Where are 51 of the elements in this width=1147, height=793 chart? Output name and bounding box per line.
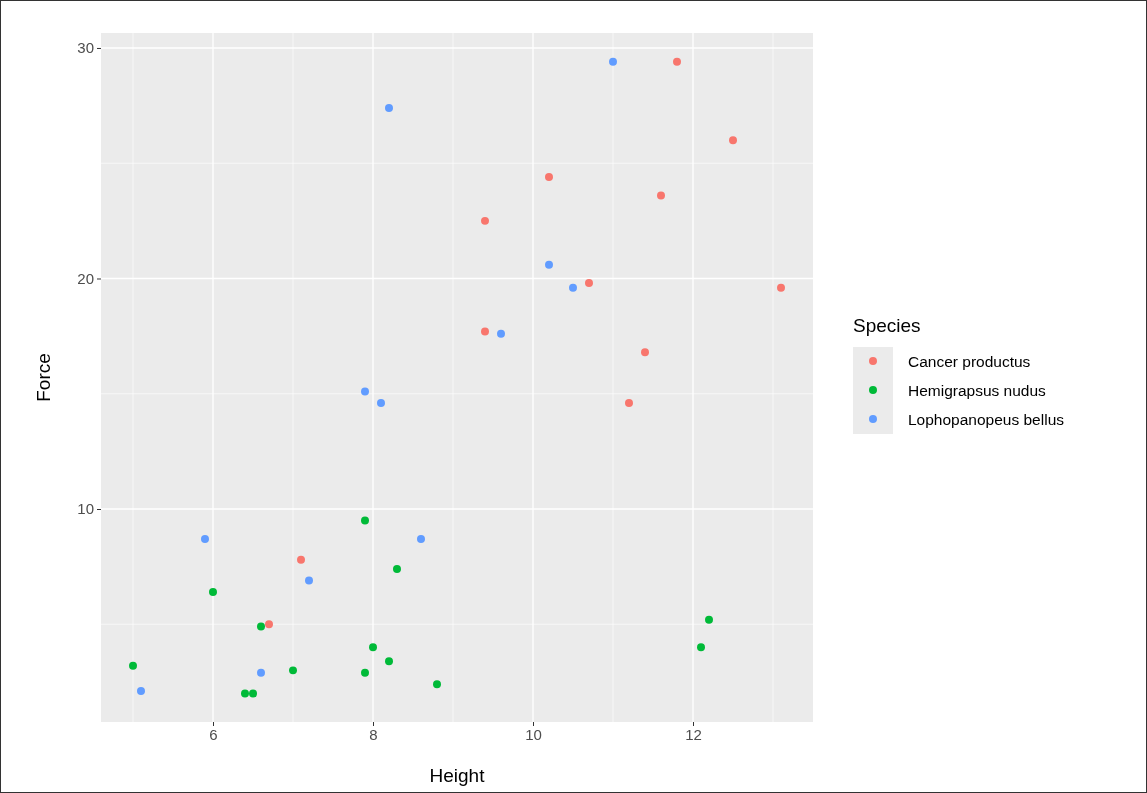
point (609, 57, 617, 66)
point (673, 57, 681, 66)
x-tick-label: 6 (209, 725, 218, 743)
point (369, 643, 377, 652)
legend-label: Cancer productus (908, 353, 1031, 370)
y-tick-label: 10 (77, 500, 94, 518)
point (657, 191, 665, 200)
point (777, 283, 785, 292)
point (729, 136, 737, 145)
legend-label: Hemigrapsus nudus (908, 382, 1047, 399)
point (625, 398, 633, 407)
point (497, 329, 505, 338)
point (129, 661, 137, 670)
point (361, 387, 369, 396)
point (377, 398, 385, 407)
point (545, 173, 553, 182)
point (209, 588, 217, 596)
point (393, 564, 401, 573)
point (569, 283, 577, 292)
point (137, 687, 145, 696)
point (585, 279, 593, 288)
point (289, 666, 297, 675)
point (305, 576, 313, 585)
x-tick-label: 10 (525, 725, 542, 743)
point (385, 657, 393, 666)
legend-label: Lophopanopeus bellus (908, 411, 1065, 428)
x-tick-label: 12 (685, 725, 702, 743)
point (545, 260, 553, 269)
y-tick-label: 20 (77, 269, 94, 287)
point (481, 327, 489, 336)
point (257, 668, 265, 677)
point (433, 680, 441, 689)
point (257, 622, 265, 631)
point (201, 534, 209, 543)
point (297, 555, 305, 564)
point (481, 216, 489, 225)
point (705, 615, 713, 624)
x-axis-title: Height (429, 765, 486, 786)
point (361, 668, 369, 677)
y-tick-label: 30 (77, 39, 94, 57)
point (361, 516, 369, 525)
y-axis-title: Force (33, 353, 54, 402)
legend-title: Species (853, 315, 921, 336)
x-tick-label: 8 (369, 725, 378, 743)
point (385, 103, 393, 112)
point (249, 689, 257, 698)
point (241, 689, 249, 698)
point (641, 348, 649, 357)
point (417, 534, 425, 543)
point (265, 620, 273, 629)
point (697, 643, 705, 652)
